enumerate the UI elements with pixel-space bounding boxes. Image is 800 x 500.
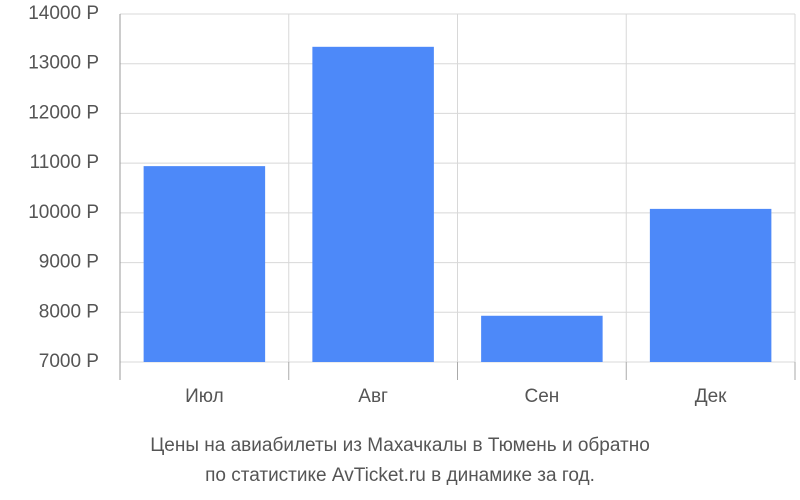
y-tick-label: 10000 Р [28,202,99,223]
chart-title: Цены на авиабилеты из Махачкалы в Тюмень… [150,435,650,456]
x-tick-label: Авг [358,386,388,407]
y-tick-label: 12000 Р [28,102,99,123]
y-tick-label: 13000 Р [28,53,99,74]
y-tick-label: 11000 Р [30,152,99,173]
y-tick-label: 7000 Р [39,351,99,372]
bar [312,46,434,362]
x-tick-label: Июл [185,386,224,407]
y-tick-label: 14000 Р [28,3,99,24]
chart-title: по статистике AvTicket.ru в динамике за … [205,465,595,486]
bar [481,315,603,362]
bar [649,208,772,362]
y-tick-label: 8000 Р [39,301,99,322]
x-tick-label: Сен [524,386,559,407]
x-tick-label: Дек [695,386,727,407]
y-tick-label: 9000 Р [39,252,99,273]
bar [143,166,266,362]
